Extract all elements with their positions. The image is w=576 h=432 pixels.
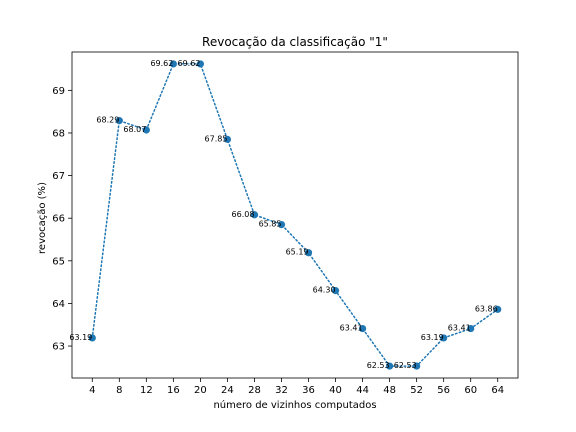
y-tick-label: 63: [52, 342, 65, 353]
data-point: [223, 135, 232, 143]
data-label: 63.41: [448, 324, 471, 333]
data-point: [467, 324, 475, 333]
data-label: 63.86: [475, 304, 498, 313]
x-tick-label: 64: [491, 385, 504, 396]
data-label: 62.53: [394, 361, 417, 370]
data-label: 68.07: [123, 125, 146, 134]
x-tick-label: 20: [194, 385, 207, 396]
data-label: 63.41: [340, 324, 363, 333]
x-tick-label: 4: [89, 385, 95, 396]
y-tick-label: 65: [52, 256, 65, 267]
data-label: 67.85: [205, 134, 228, 143]
x-tick-label: 52: [410, 385, 423, 396]
data-point: [115, 117, 123, 125]
data-label: 62.53: [367, 361, 390, 370]
data-label: 68.29: [96, 116, 119, 125]
data-point: [277, 220, 286, 229]
data-label: 69.62: [150, 59, 173, 68]
data-point: [196, 60, 204, 68]
data-point: [413, 362, 421, 370]
x-tick-label: 24: [221, 385, 234, 396]
y-axis-label: revocação (%): [37, 182, 48, 254]
data-point: [142, 126, 150, 134]
y-tick-label: 68: [52, 128, 65, 139]
data-point: [331, 287, 340, 295]
x-tick-label: 28: [248, 385, 261, 396]
x-tick-label: 56: [437, 385, 450, 396]
data-label: 63.19: [69, 333, 92, 342]
plot-area: 4 8 12 16 20 24 28 32 36 40 44 48 52 56 60 646364656667…: [52, 51, 519, 396]
x-axis-label: número de vizinhos computados: [213, 399, 376, 411]
axes-frame: [71, 51, 519, 379]
data-label: 66.08: [232, 210, 255, 219]
data-point: [358, 324, 367, 333]
data-point: [440, 334, 448, 342]
x-tick-label: 12: [140, 385, 153, 396]
x-tick-label: 8: [116, 385, 122, 396]
chart-title: Revocação da classificação "1": [202, 35, 388, 49]
y-tick-label: 66: [52, 214, 65, 225]
y-tick-label: 67: [52, 171, 65, 182]
data-point: [304, 249, 313, 257]
x-tick-label: 32: [275, 385, 288, 396]
x-tick-label: 16: [167, 385, 180, 396]
data-label: 69.62: [177, 59, 200, 68]
x-tick-label: 36: [302, 385, 315, 396]
data-label: 63.19: [421, 333, 444, 342]
y-tick-label: 69: [52, 86, 65, 97]
data-point: [169, 60, 177, 68]
data-label: 65.19: [286, 248, 309, 257]
data-label: 64.30: [313, 286, 336, 295]
series-line: [91, 63, 499, 367]
data-point: [88, 334, 96, 342]
y-tick-label: 64: [52, 299, 65, 310]
x-tick-label: 60: [464, 385, 477, 396]
x-tick-label: 48: [383, 385, 396, 396]
data-label: 65.85: [259, 220, 282, 229]
data-point: [386, 362, 394, 370]
x-tick-label: 40: [329, 385, 342, 396]
data-point: [494, 305, 502, 313]
data-point: [250, 211, 259, 219]
x-tick-label: 44: [356, 385, 369, 396]
